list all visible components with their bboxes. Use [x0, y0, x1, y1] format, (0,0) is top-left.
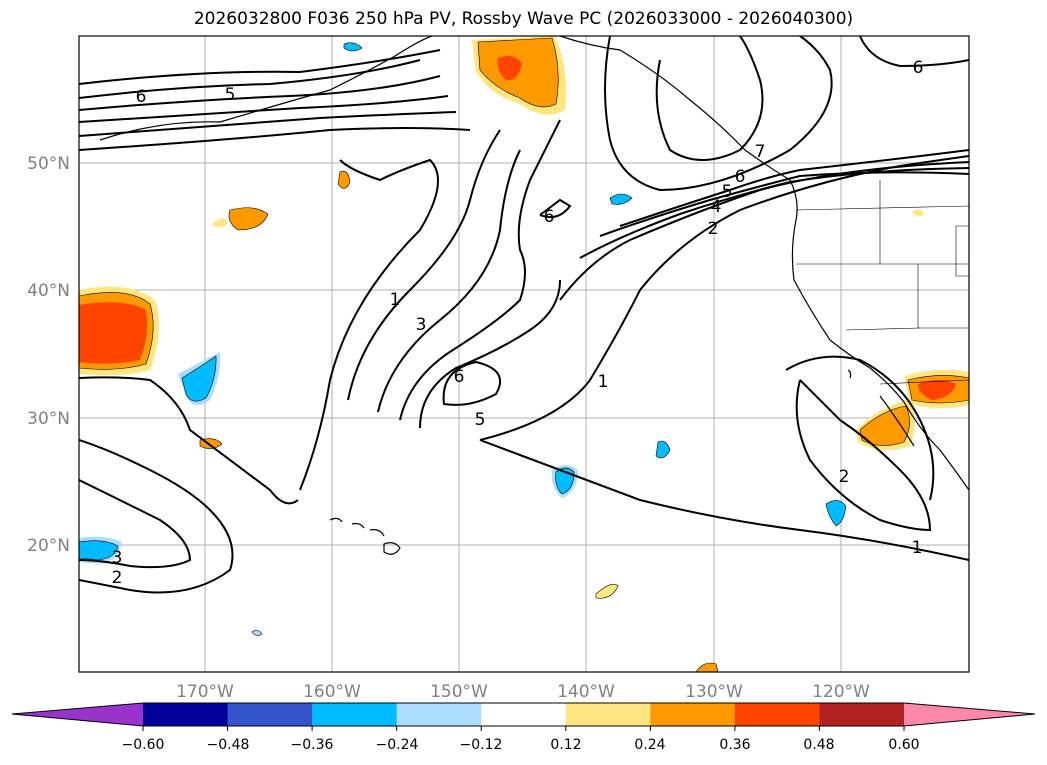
colorbar-segment — [227, 703, 313, 726]
lon-label-150w: 150°W — [430, 682, 488, 702]
shaded-anomalies — [79, 36, 969, 672]
lat-label-20n: 20°N — [27, 536, 70, 556]
contour-label: 6 — [544, 207, 555, 227]
borders — [795, 180, 969, 385]
colorbar-tick-label: −0.36 — [291, 737, 334, 753]
contour-label: 3 — [416, 315, 427, 335]
colorbar-tick-label: −0.48 — [207, 737, 250, 753]
lon-label-130w: 130°W — [685, 682, 743, 702]
contour-label: 5 — [722, 182, 733, 202]
colorbar-segment — [650, 703, 736, 726]
colorbar: −0.60 −0.48 −0.36 −0.24 −0.12 0.12 0.24 … — [11, 702, 1036, 753]
contour-label: 6 — [136, 87, 147, 107]
contour-label: 5 — [475, 410, 486, 430]
lon-label-140w: 140°W — [557, 682, 615, 702]
colorbar-extend-high — [904, 703, 1035, 726]
colorbar-tick-label: −0.60 — [122, 737, 165, 753]
colorbar-tick-label: 0.60 — [888, 737, 919, 753]
colorbar-segment — [734, 703, 820, 726]
lon-label-170w: 170°W — [176, 682, 234, 702]
contour-label: 6 — [913, 58, 924, 78]
contour-label: 1 — [390, 290, 401, 310]
longitude-labels: 170°W 160°W 150°W 140°W 130°W 120°W — [176, 682, 870, 702]
contour-label: 2 — [839, 467, 850, 487]
contour-label: 3 — [112, 548, 123, 568]
contour-label: 4 — [711, 197, 722, 217]
contour-label: 7 — [755, 142, 766, 162]
latitude-labels: 50°N 40°N 30°N 20°N — [27, 154, 70, 556]
contour-label: 2 — [112, 568, 123, 588]
contour-label: 1 — [912, 538, 923, 558]
colorbar-tick-label: −0.24 — [376, 737, 419, 753]
lat-label-40n: 40°N — [27, 281, 70, 301]
lon-label-160w: 160°W — [303, 682, 361, 702]
colorbar-segment — [143, 703, 229, 726]
colorbar-tick-label: 0.36 — [719, 737, 750, 753]
colorbar-segment — [565, 703, 651, 726]
contour-label: 6 — [454, 367, 465, 387]
colorbar-segment — [312, 703, 398, 726]
lon-label-120w: 120°W — [812, 682, 870, 702]
colorbar-tick-label: 0.12 — [550, 737, 581, 753]
plot-area — [79, 36, 969, 672]
colorbar-segment — [396, 703, 482, 726]
anomaly-small-positive — [228, 207, 269, 231]
map-title: 2026032800 F036 250 hPa PV, Rossby Wave … — [193, 9, 854, 29]
lat-label-50n: 50°N — [27, 154, 70, 174]
contour-labels: 6 5 1 3 6 5 1 6 7 6 5 4 2 6 3 2 2 1 — [112, 58, 924, 588]
colorbar-tick-label: 0.24 — [634, 737, 665, 753]
colorbar-segment — [481, 703, 567, 726]
contour-label: 1 — [598, 372, 609, 392]
lat-label-30n: 30°N — [27, 409, 70, 429]
contour-label: 5 — [225, 85, 236, 105]
colorbar-segment — [819, 703, 905, 726]
contour-label: 6 — [735, 167, 746, 187]
colorbar-tick-label: −0.12 — [460, 737, 503, 753]
plot-frame — [78, 35, 970, 673]
colorbar-tick-label: 0.48 — [803, 737, 834, 753]
contour-label: 2 — [708, 219, 719, 239]
pv-contours — [79, 36, 969, 594]
gridlines — [79, 36, 969, 672]
colorbar-extend-low — [12, 703, 143, 726]
